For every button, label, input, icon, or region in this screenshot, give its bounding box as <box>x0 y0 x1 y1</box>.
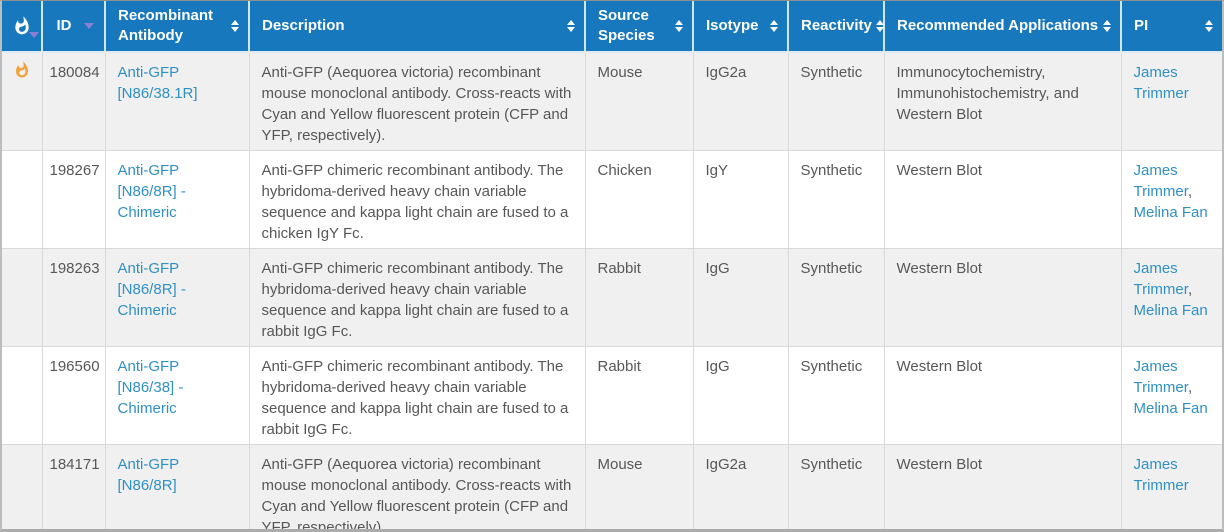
sort-icon <box>231 20 239 32</box>
cell-hot <box>2 444 43 529</box>
cell-pi: James Trimmer, Melina Fan <box>1121 346 1222 445</box>
sort-icon <box>1103 20 1111 32</box>
cell-hot <box>2 150 43 249</box>
column-label: PI <box>1134 17 1149 34</box>
cell-pi: James Trimmer, Melina Fan <box>1121 248 1222 347</box>
table-row: 180084 Anti-GFP [N86/38.1R] Anti-GFP (Aequ… <box>2 52 1222 151</box>
cell-reactivity: Synthetic <box>788 150 885 249</box>
cell-applications: Western Blot <box>884 150 1122 249</box>
cell-reactivity: Synthetic <box>788 444 885 529</box>
cell-source-species: Chicken <box>585 150 694 249</box>
cell-description: Anti-GFP chimeric recombinant antibody. … <box>249 346 586 445</box>
table-header: ID Recombinant Antibody Description <box>2 1 1222 53</box>
column-header-pi[interactable]: PI <box>1121 1 1222 53</box>
column-label: Isotype <box>706 17 759 34</box>
antibody-link[interactable]: Anti-GFP [N86/8R] <box>117 456 179 494</box>
cell-source-species: Mouse <box>585 52 694 151</box>
cell-reactivity: Synthetic <box>788 346 885 445</box>
cell-pi: James Trimmer <box>1121 444 1222 529</box>
cell-description: Anti-GFP (Aequorea victoria) recombinant… <box>249 444 586 529</box>
cell-antibody: Anti-GFP [N86/38] - Chimeric <box>105 346 250 445</box>
cell-source-species: Rabbit <box>585 346 694 445</box>
cell-applications: Immunocytochemistry, Immunohistochemistr… <box>884 52 1122 151</box>
sort-icon <box>770 20 778 32</box>
cell-isotype: IgG <box>693 346 789 445</box>
flame-icon <box>14 16 29 35</box>
cell-hot <box>2 248 43 347</box>
cell-source-species: Mouse <box>585 444 694 529</box>
pi-link[interactable]: James Trimmer <box>1133 456 1189 494</box>
column-label: ID <box>56 17 72 34</box>
column-header-antibody[interactable]: Recombinant Antibody <box>105 1 250 53</box>
pi-link[interactable]: James Trimmer <box>1133 162 1188 200</box>
table-row: 198267 Anti-GFP [N86/8R] - Chimeric Anti-G… <box>2 150 1222 249</box>
column-label: Description <box>262 17 345 34</box>
column-header-id[interactable]: ID <box>42 1 106 53</box>
sort-descending-icon <box>83 23 94 29</box>
pi-link[interactable]: Melina Fan <box>1133 204 1208 221</box>
table-row: 196560 Anti-GFP [N86/38] - Chimeric Anti-G… <box>2 346 1222 445</box>
column-header-hot[interactable] <box>2 1 43 53</box>
column-label: Reactivity <box>801 17 872 34</box>
cell-description: Anti-GFP chimeric recombinant antibody. … <box>249 150 586 249</box>
column-label: Recombinant Antibody <box>118 7 214 44</box>
table-row: 184171 Anti-GFP [N86/8R] Anti-GFP (Aequore… <box>2 444 1222 529</box>
column-header-source-species[interactable]: Source Species <box>585 1 694 53</box>
column-header-reactivity[interactable]: Reactivity <box>788 1 885 53</box>
pi-link[interactable]: Melina Fan <box>1133 400 1208 417</box>
cell-applications: Western Blot <box>884 248 1122 347</box>
table-body: 180084 Anti-GFP [N86/38.1R] Anti-GFP (Aequ… <box>2 52 1222 529</box>
cell-id: 198267 <box>42 150 106 249</box>
cell-isotype: IgG <box>693 248 789 347</box>
cell-antibody: Anti-GFP [N86/38.1R] <box>105 52 250 151</box>
cell-id: 184171 <box>42 444 106 529</box>
cell-description: Anti-GFP (Aequorea victoria) recombinant… <box>249 52 586 151</box>
sort-icon <box>875 20 884 32</box>
cell-isotype: IgG2a <box>693 444 789 529</box>
cell-applications: Western Blot <box>884 444 1122 529</box>
header-row: ID Recombinant Antibody Description <box>2 1 1222 53</box>
cell-reactivity: Synthetic <box>788 248 885 347</box>
cell-pi: James Trimmer, Melina Fan <box>1121 150 1222 249</box>
column-label: Recommended Applications <box>897 17 1099 34</box>
cell-id: 196560 <box>42 346 106 445</box>
sort-descending-icon <box>29 32 39 38</box>
sort-icon <box>567 20 575 32</box>
pi-link[interactable]: James Trimmer <box>1133 64 1189 102</box>
column-label: Source Species <box>598 7 655 44</box>
pi-link[interactable]: James Trimmer <box>1133 260 1188 298</box>
cell-antibody: Anti-GFP [N86/8R] <box>105 444 250 529</box>
cell-description: Anti-GFP chimeric recombinant antibody. … <box>249 248 586 347</box>
cell-hot <box>2 52 43 151</box>
sort-icon <box>675 20 683 32</box>
cell-id: 180084 <box>42 52 106 151</box>
cell-id: 198263 <box>42 248 106 347</box>
table-row: 198263 Anti-GFP [N86/8R] - Chimeric Anti-G… <box>2 248 1222 347</box>
column-header-description[interactable]: Description <box>249 1 586 53</box>
cell-antibody: Anti-GFP [N86/8R] - Chimeric <box>105 150 250 249</box>
pi-link[interactable]: Melina Fan <box>1133 302 1208 319</box>
cell-source-species: Rabbit <box>585 248 694 347</box>
cell-pi: James Trimmer <box>1121 52 1222 151</box>
cell-antibody: Anti-GFP [N86/8R] - Chimeric <box>105 248 250 347</box>
antibody-link[interactable]: Anti-GFP [N86/38] - Chimeric <box>117 358 184 417</box>
flame-icon <box>15 61 28 78</box>
pi-link[interactable]: James Trimmer <box>1133 358 1188 396</box>
column-header-isotype[interactable]: Isotype <box>693 1 789 53</box>
antibody-link[interactable]: Anti-GFP [N86/8R] - Chimeric <box>117 260 186 319</box>
cell-applications: Western Blot <box>884 346 1122 445</box>
column-header-recommended-applications[interactable]: Recommended Applications <box>884 1 1122 53</box>
cell-isotype: IgG2a <box>693 52 789 151</box>
sort-icon <box>1205 20 1213 32</box>
cell-hot <box>2 346 43 445</box>
cell-reactivity: Synthetic <box>788 52 885 151</box>
antibody-link[interactable]: Anti-GFP [N86/38.1R] <box>117 64 198 102</box>
antibody-link[interactable]: Anti-GFP [N86/8R] - Chimeric <box>117 162 186 221</box>
cell-isotype: IgY <box>693 150 789 249</box>
